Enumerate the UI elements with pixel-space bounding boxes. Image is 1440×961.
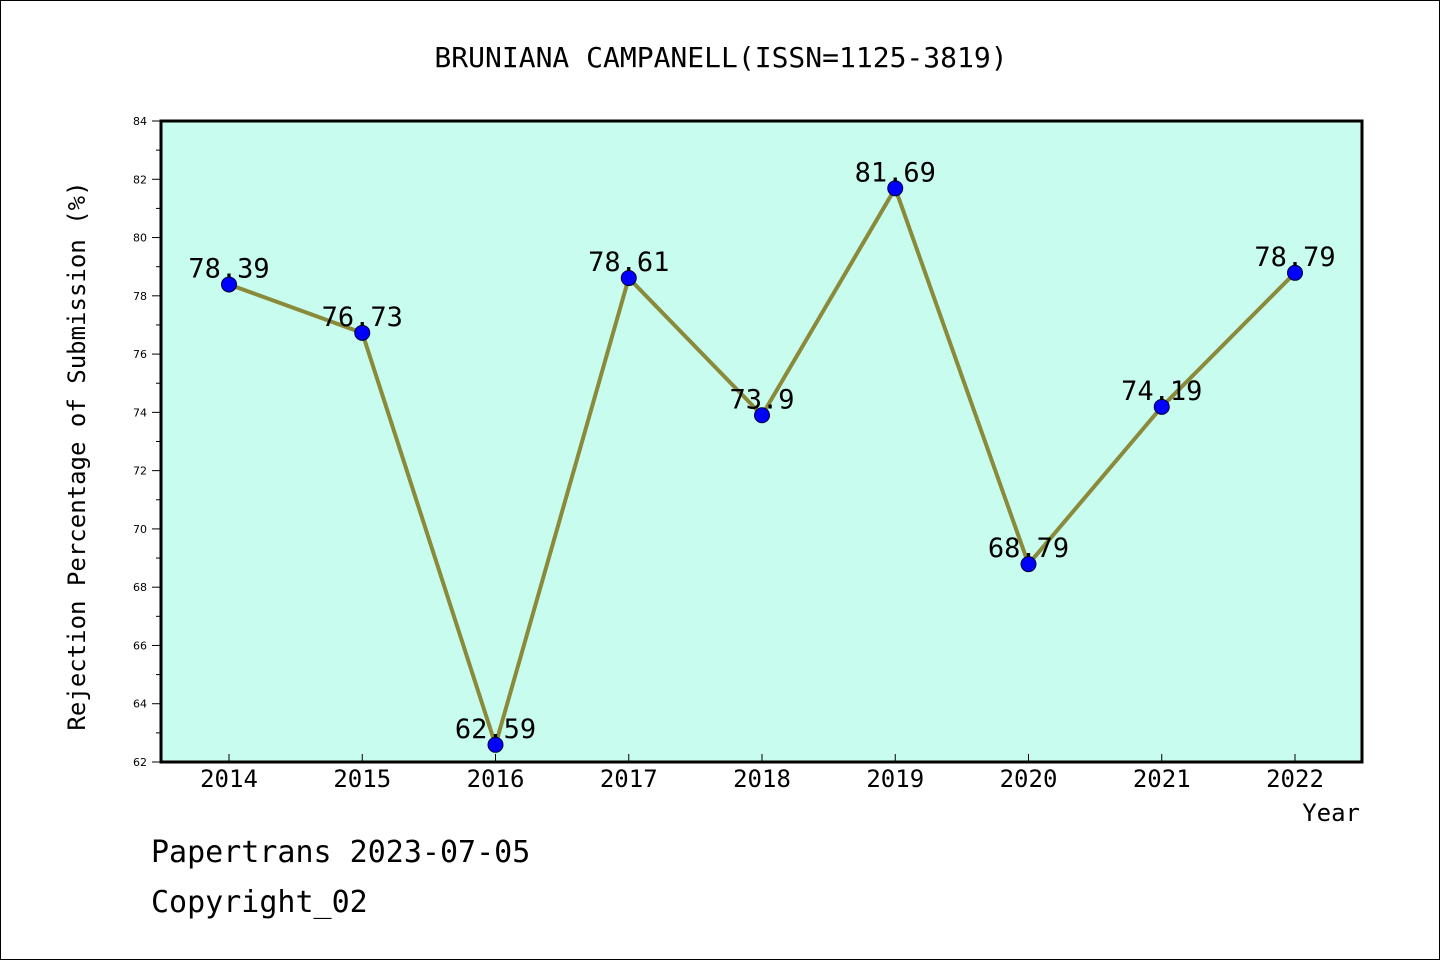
- footer-copyright: Copyright_02: [151, 885, 368, 920]
- y-tick-label: 70: [133, 523, 147, 536]
- data-point-marker: [221, 276, 237, 293]
- footer-papertrans: Papertrans 2023-07-05: [151, 835, 531, 870]
- y-tick-label: 72: [133, 465, 147, 478]
- data-value-label: 78.61: [588, 247, 669, 278]
- x-tick-label: 2022: [1266, 765, 1324, 793]
- data-point-marker: [1153, 398, 1170, 415]
- x-axis-label: Year: [1302, 799, 1360, 827]
- y-tick-label: 68: [133, 581, 147, 594]
- y-tick-label: 84: [133, 115, 147, 128]
- data-point-marker: [887, 180, 904, 197]
- x-tick-label: 2016: [467, 765, 525, 793]
- data-point-marker: [1020, 556, 1037, 573]
- y-axis: 62 64 66 68 70 72 74 76 78 80 82 84: [133, 115, 161, 769]
- y-tick-label: 76: [133, 348, 147, 361]
- y-tick-label: 82: [133, 173, 147, 186]
- plot-area: [159, 119, 1364, 764]
- data-point-marker: [754, 407, 770, 424]
- y-tick-label: 64: [133, 698, 147, 711]
- data-value-label: 62.59: [455, 714, 536, 745]
- y-tick-label: 80: [133, 232, 147, 245]
- chart-title: BRUNIANA CAMPANELL(ISSN=1125-3819): [434, 41, 1007, 74]
- y-tick-label: 66: [133, 639, 147, 652]
- x-tick-label: 2020: [1000, 765, 1058, 793]
- x-axis: 2014 2015 2016 2017 2018 2019 2020 2021 2022: [200, 754, 1324, 793]
- data-point-marker: [487, 736, 504, 753]
- x-tick-label: 2021: [1133, 765, 1191, 793]
- data-point-marker: [354, 324, 371, 341]
- data-value-label: 74.19: [1121, 376, 1202, 407]
- data-value-label: 78.79: [1254, 242, 1335, 273]
- x-tick-label: 2015: [333, 765, 391, 793]
- x-tick-label: 2017: [600, 765, 658, 793]
- x-tick-label: 2014: [200, 765, 258, 793]
- x-tick-label: 2019: [866, 765, 924, 793]
- data-value-label: 73.9: [729, 384, 794, 415]
- y-tick-label: 74: [133, 406, 147, 419]
- data-labels: 78.39 76.73 62.59 78.61 73.9 81.69 68.79 74.19 7…: [188, 157, 1335, 745]
- data-value-label: 76.73: [322, 302, 403, 333]
- series-line: [221, 180, 1303, 753]
- y-tick-label: 62: [133, 756, 147, 769]
- data-point-marker: [1287, 264, 1303, 281]
- data-value-label: 81.69: [855, 157, 936, 188]
- y-axis-label: Rejection Percentage of Submission (%): [63, 181, 91, 730]
- data-value-label: 68.79: [988, 533, 1069, 564]
- y-tick-label: 78: [133, 290, 147, 303]
- data-value-label: 78.39: [188, 253, 269, 284]
- x-tick-label: 2018: [733, 765, 791, 793]
- data-point-marker: [620, 270, 637, 287]
